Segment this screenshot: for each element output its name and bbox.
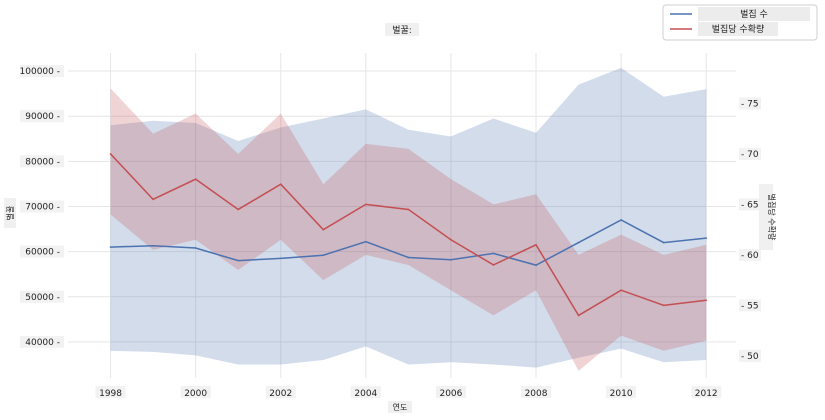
x-tick-label: 2010: [610, 389, 633, 399]
x-tick-label-bg: [265, 386, 296, 398]
data-point-hives: [535, 264, 537, 266]
data-point-hives: [365, 240, 367, 243]
left-tick-label: 70000 -: [25, 202, 60, 212]
data-point-hives: [662, 241, 665, 244]
data-point-yield: [365, 203, 367, 206]
data-point-yield: [407, 208, 410, 211]
data-point-hives: [322, 254, 325, 257]
x-tick-label-bg: [350, 386, 381, 398]
data-point-yield: [322, 228, 325, 231]
data-point-yield: [705, 299, 708, 302]
left-tick-label: 80000 -: [25, 157, 60, 167]
left-axis-ticks: 100000 - 90000 - 80000 - 70000 - 60000 - 5000…: [20, 65, 64, 348]
x-tick-label-bg: [95, 386, 126, 398]
right-tick-label: - 70: [741, 150, 759, 160]
data-point-yield: [620, 289, 622, 291]
right-tick-label: - 75: [741, 99, 759, 109]
left-tick-label-bg: [20, 155, 64, 168]
data-point-yield: [577, 314, 580, 317]
right-tick-label: - 65: [741, 200, 759, 210]
data-point-hives: [279, 257, 282, 260]
data-point-yield: [109, 153, 112, 155]
data-point-yield: [535, 243, 537, 246]
confidence-bands: [110, 67, 707, 371]
legend-label-yield: 벌집당 수확량: [712, 23, 765, 35]
right-tick-label-bg: [739, 147, 761, 160]
data-point-hives: [450, 258, 452, 261]
data-point-yield: [492, 264, 495, 266]
x-tick-label: 2004: [354, 389, 377, 399]
confidence-band-hives: [110, 67, 707, 368]
grid: [68, 53, 736, 378]
data-point-yield: [152, 198, 154, 201]
data-point-hives: [152, 244, 154, 247]
right-tick-label-bg: [739, 248, 761, 261]
left-tick-label: 60000 -: [25, 248, 60, 258]
left-tick-label-bg: [20, 200, 64, 213]
data-point-hives: [194, 247, 197, 249]
data-point-yield: [662, 304, 665, 307]
right-tick-label: - 55: [741, 301, 759, 311]
data-point-yield: [450, 238, 452, 241]
right-tick-label: - 60: [741, 251, 759, 261]
left-tick-label-bg: [20, 290, 64, 303]
chart-title-group: 벌꿀:: [385, 23, 419, 36]
x-axis-label-group: 연도: [388, 401, 412, 413]
left-tick-label-bg: [20, 245, 64, 258]
data-point-yield: [279, 183, 282, 186]
x-tick-label-bg: [180, 386, 211, 398]
right-tick-label-bg: [739, 349, 761, 362]
left-tick-label-bg: [20, 65, 64, 78]
right-tick-label-bg: [739, 198, 761, 211]
data-point-hives: [109, 246, 112, 248]
chart-title: 벌꿀:: [392, 25, 412, 36]
x-tick-label: 2000: [184, 389, 207, 399]
data-point-yield: [194, 178, 197, 180]
x-tick-label: 2002: [269, 389, 292, 399]
x-tick-label-bg: [691, 386, 722, 398]
right-tick-label-bg: [739, 97, 761, 110]
right-tick-label: - 50: [741, 352, 759, 362]
x-axis-ticks: 1998 2000 2002 2004 2006 2008 2010 2012: [95, 386, 722, 399]
data-point-hives: [492, 252, 495, 255]
right-axis-ticks: - 75 - 70 - 65 - 60 - 55 - 50: [739, 97, 761, 362]
right-axis-label: 벌집당 수확량: [767, 194, 777, 241]
plot-area: [68, 53, 736, 378]
data-point-hives: [407, 256, 410, 259]
left-tick-label: 90000 -: [25, 112, 60, 122]
x-tick-label-bg: [521, 386, 552, 398]
x-tick-label-bg: [435, 386, 466, 398]
data-point-hives: [237, 259, 239, 262]
data-point-hives: [620, 219, 622, 221]
data-point-yield: [237, 208, 239, 211]
x-tick-label: 2008: [525, 389, 548, 399]
x-tick-label: 2012: [695, 389, 718, 399]
legend-label-hives: 벌집 수: [740, 8, 768, 20]
x-tick-label: 2006: [439, 389, 462, 399]
x-tick-label: 1998: [99, 389, 122, 399]
left-tick-label: 40000 -: [25, 338, 60, 348]
right-axis-label-group: 벌집당 수확량: [759, 184, 777, 250]
legend: 벌집 수 벌집당 수확량: [662, 4, 818, 41]
x-tick-label-bg: [606, 386, 637, 398]
left-axis-label-group: 벌꿀: [4, 198, 16, 228]
left-tick-label: 100000 -: [20, 67, 60, 77]
data-point-hives: [705, 237, 708, 239]
left-axis-label: 벌꿀: [5, 206, 15, 221]
left-tick-label: 50000 -: [25, 293, 60, 303]
left-tick-label-bg: [20, 110, 64, 123]
x-axis-label: 연도: [393, 403, 408, 412]
data-point-hives: [577, 241, 580, 244]
left-tick-label-bg: [20, 335, 64, 348]
right-tick-label-bg: [739, 299, 761, 312]
confidence-band-yield: [110, 88, 707, 371]
series-lines: [109, 153, 708, 317]
